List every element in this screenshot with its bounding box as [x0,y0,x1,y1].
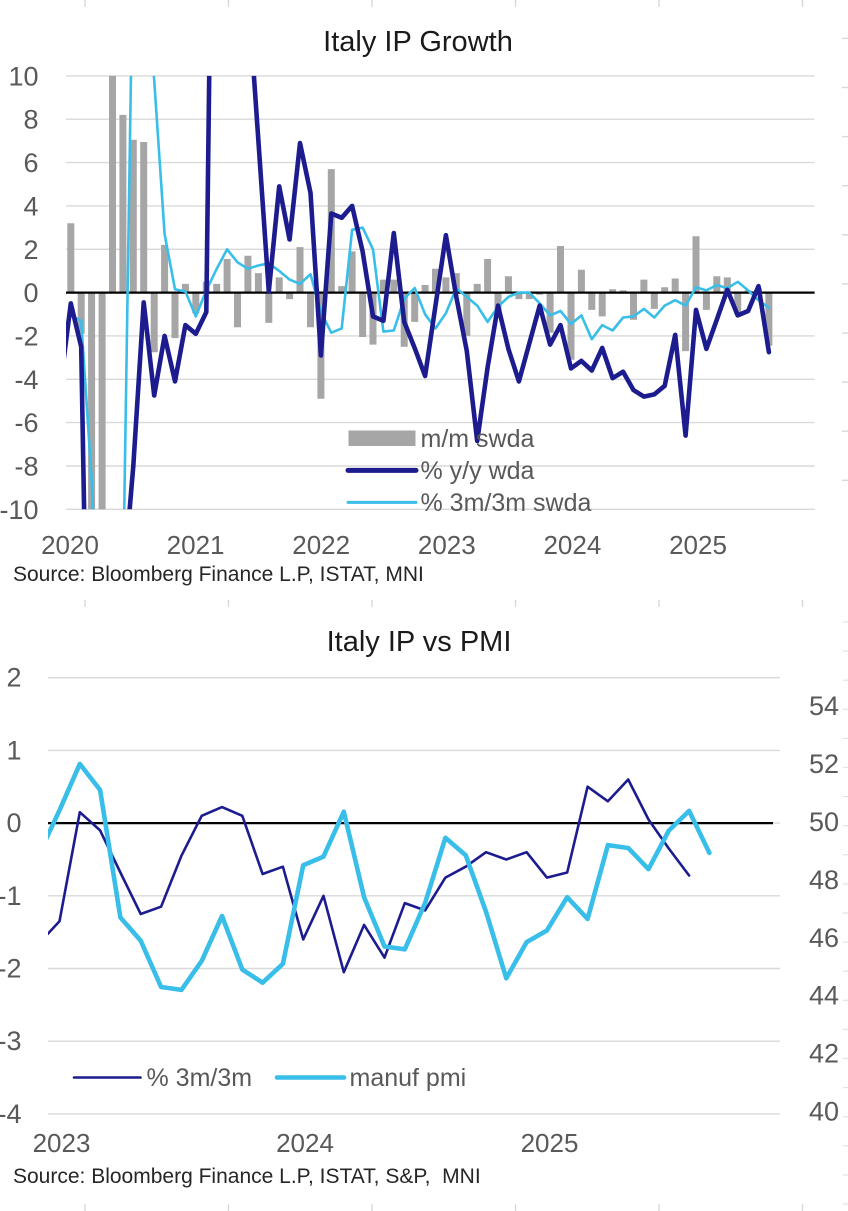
svg-text:0: 0 [6,808,21,838]
svg-text:52: 52 [809,749,839,779]
svg-text:10: 10 [8,61,38,91]
svg-text:% 3m/3m swda: % 3m/3m swda [421,489,592,517]
svg-text:2020: 2020 [41,530,99,560]
svg-text:2025: 2025 [521,1128,579,1158]
svg-text:2025: 2025 [669,530,727,560]
svg-text:2024: 2024 [543,530,601,560]
svg-text:% 3m/3m: % 3m/3m [147,1064,253,1092]
svg-text:2023: 2023 [33,1128,91,1158]
svg-text:-4: -4 [14,365,38,395]
svg-text:1: 1 [6,735,21,765]
svg-text:-10: -10 [0,495,39,525]
svg-text:-4: -4 [0,1099,22,1129]
svg-text:50: 50 [809,807,839,837]
svg-text:8: 8 [23,105,38,135]
svg-text:-8: -8 [14,452,38,482]
svg-text:0: 0 [23,278,38,308]
svg-text:46: 46 [809,923,839,953]
svg-text:4: 4 [23,191,38,221]
svg-text:54: 54 [809,691,839,721]
svg-text:Source: Bloomberg Finance L.P,: Source: Bloomberg Finance L.P, ISTAT, MN… [13,563,424,586]
svg-text:6: 6 [23,148,38,178]
svg-text:2024: 2024 [276,1128,334,1158]
svg-text:2022: 2022 [292,530,350,560]
svg-text:manuf pmi: manuf pmi [350,1064,467,1092]
svg-text:-1: -1 [0,881,22,911]
svg-text:-6: -6 [14,408,38,438]
svg-text:2023: 2023 [418,530,476,560]
svg-text:2: 2 [6,663,21,693]
svg-text:40: 40 [809,1097,839,1127]
svg-text:-3: -3 [0,1026,22,1056]
svg-text:m/m swda: m/m swda [421,425,535,453]
svg-text:% y/y wda: % y/y wda [421,457,535,485]
svg-text:2: 2 [23,235,38,265]
svg-text:Italy IP Growth: Italy IP Growth [323,26,513,58]
svg-text:42: 42 [809,1039,839,1069]
svg-text:Source: Bloomberg Finance L.P,: Source: Bloomberg Finance L.P, ISTAT, S&… [13,1165,481,1188]
svg-text:44: 44 [809,981,839,1011]
svg-text:-2: -2 [14,321,38,351]
svg-text:2021: 2021 [167,530,225,560]
svg-text:48: 48 [809,865,839,895]
svg-text:-2: -2 [0,954,22,984]
svg-text:Italy IP vs PMI: Italy IP vs PMI [327,626,512,658]
